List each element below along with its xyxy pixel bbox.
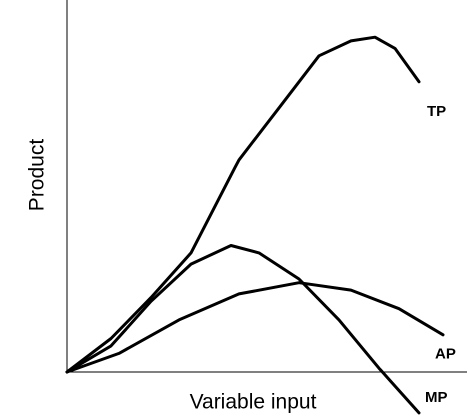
series-label: TP [427, 103, 446, 120]
series-label: AP [435, 346, 456, 363]
series-line [65, 244, 421, 415]
y-axis-title: Product [26, 139, 49, 212]
series-label: MP [425, 389, 448, 406]
series-line [65, 35, 421, 374]
x-axis-title: Variable input [190, 391, 317, 414]
series-line [65, 281, 445, 374]
